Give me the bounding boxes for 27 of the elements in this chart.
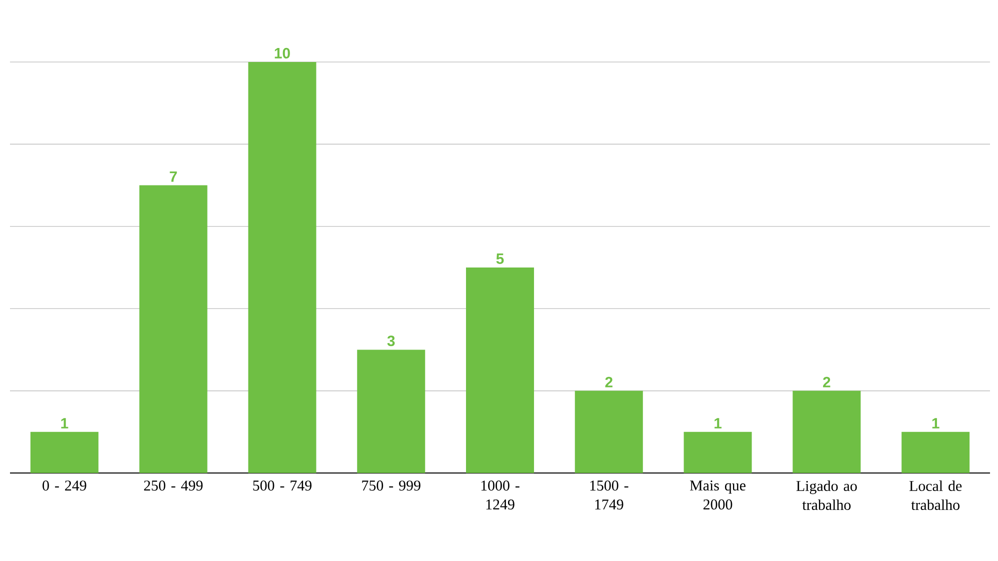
bar [466, 268, 534, 473]
data-label: 10 [274, 48, 290, 58]
x-tick-label: 0 - 249 [42, 480, 86, 491]
x-tick-label: 750 - 999 [362, 480, 420, 491]
bar [574, 390, 643, 473]
bar [792, 390, 861, 473]
x-tick-label: Ligado ao trabalho [796, 480, 857, 510]
data-label: 5 [496, 254, 504, 264]
x-tick-label: Mais que 2000 [690, 480, 746, 510]
x-tick-label: 1000 - 1249 [481, 480, 520, 510]
data-label: 2 [823, 376, 830, 388]
bar [30, 432, 98, 473]
bar [248, 62, 316, 473]
bar [139, 185, 208, 473]
data-label: 2 [605, 376, 612, 388]
bar [684, 432, 752, 473]
bar [902, 432, 970, 473]
x-tick-label: 500 - 749 [253, 480, 312, 491]
x-tick-label: 1500 - 1749 [590, 480, 628, 510]
data-label: 1 [61, 418, 68, 428]
x-tick-label: Local de trabalho [909, 480, 962, 510]
bar [357, 350, 426, 473]
x-tick-label: 250 - 499 [144, 480, 203, 491]
data-label: 1 [932, 418, 940, 428]
data-label: 1 [714, 418, 722, 428]
data-label: 3 [387, 336, 395, 346]
data-label: 7 [170, 171, 177, 182]
